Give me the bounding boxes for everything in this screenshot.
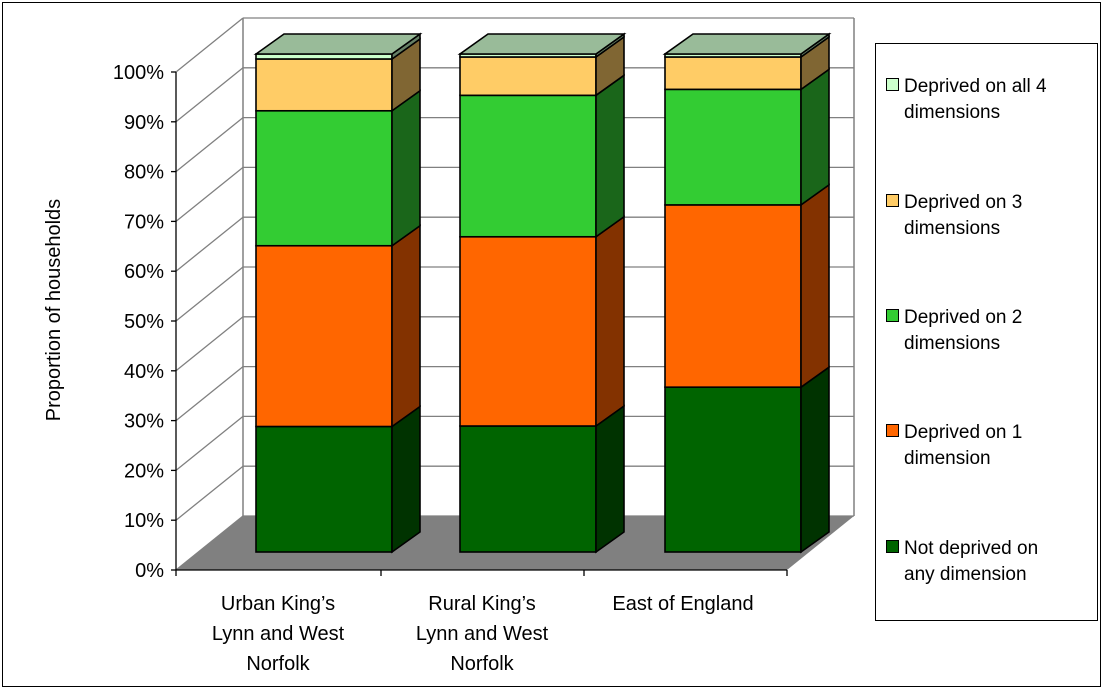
x-tick-label-1-line-1: Lynn and West: [416, 623, 549, 645]
bar-1-top: [457, 33, 627, 55]
y-tick-label-4: 40%: [124, 361, 164, 383]
grid-diag-8: [175, 117, 244, 173]
legend-label-4: Deprived on all 4 dimensions: [904, 74, 1099, 126]
legend-label-3: Deprived on 3 dimensions: [904, 190, 1099, 242]
y-tick-label-8: 80%: [124, 162, 164, 184]
bar-0-side-1: [391, 224, 421, 429]
bar-0-side-2: [391, 89, 421, 248]
y-tick-label-1: 10%: [124, 510, 164, 532]
legend-swatch-1: [886, 424, 899, 437]
y-tick-label-7: 70%: [124, 211, 164, 233]
grid-diag-2: [175, 415, 244, 471]
bar-0-segment-2: [255, 109, 393, 247]
y-tick-label-9: 90%: [124, 112, 164, 134]
bar-0-segment-0: [255, 425, 393, 553]
grid-diag-5: [175, 266, 244, 322]
bar-1-side-0: [595, 404, 625, 554]
legend-label-4-line-1: dimensions: [904, 102, 1001, 123]
bar-0-side-0: [391, 404, 421, 554]
legend-swatch-4: [886, 78, 899, 91]
x-tick-label-2-line-0: East of England: [612, 593, 753, 615]
x-tick-label-0-line-0: Urban King’s: [221, 593, 335, 615]
legend-label-0-line-1: any dimension: [904, 564, 1027, 585]
grid-diag-1: [175, 465, 244, 521]
legend-label-1: Deprived on 1 dimension: [904, 420, 1099, 472]
bar-1-side-1: [595, 215, 625, 428]
legend-label-2: Deprived on 2 dimensions: [904, 305, 1099, 357]
x-tick-label-1-line-0: Rural King’s: [428, 593, 535, 615]
bar-1-side-2: [595, 73, 625, 239]
legend-swatch-2: [886, 309, 899, 322]
legend: Deprived on all 4 dimensions Deprived on 3…: [875, 43, 1098, 621]
grid-diag-6: [175, 216, 244, 272]
bar-0-segment-3: [255, 58, 393, 112]
bar-2-segment-0: [664, 386, 802, 553]
legend-label-2-line-0: Deprived on 2: [904, 307, 1023, 328]
y-tick-label-0: 0%: [135, 560, 164, 582]
legend-label-4-line-0: Deprived on all 4: [904, 76, 1047, 97]
legend-swatch-3: [886, 194, 899, 207]
legend-label-3-line-1: dimensions: [904, 218, 1001, 239]
y-axis-title: Proportion of households: [43, 199, 65, 421]
bar-1-segment-2: [459, 94, 597, 238]
y-tick-label-3: 30%: [124, 411, 164, 433]
legend-label-3-line-0: Deprived on 3: [904, 192, 1023, 213]
bar-2-top: [662, 33, 832, 55]
y-tick-label-10: 100%: [113, 62, 164, 84]
bar-2-side-2: [800, 67, 830, 207]
bar-2-segment-3: [664, 56, 802, 91]
bar-1-segment-0: [459, 425, 597, 553]
bar-1-segment-1: [459, 235, 597, 427]
bar-0-top: [253, 33, 423, 55]
x-tick-label-0-line-2: Norfolk: [246, 653, 310, 675]
y-tick-label-6: 60%: [124, 261, 164, 283]
grid-diag-7: [175, 166, 244, 222]
bar-2-segment-2: [664, 88, 802, 206]
bar-2-side-0: [800, 365, 830, 554]
legend-swatch-0: [886, 540, 899, 553]
legend-label-0: Not deprived on any dimension: [904, 536, 1099, 588]
grid-diag-9: [175, 67, 244, 123]
grid-diag-4: [175, 316, 244, 372]
grid-diag-10: [175, 17, 244, 73]
legend-label-2-line-1: dimensions: [904, 333, 1001, 354]
y-tick-label-5: 50%: [124, 311, 164, 333]
legend-label-1-line-1: dimension: [904, 448, 991, 469]
legend-label-0-line-0: Not deprived on: [904, 538, 1039, 559]
bar-2-segment-1: [664, 204, 802, 388]
bar-1-segment-3: [459, 56, 597, 97]
x-tick-label-0-line-1: Lynn and West: [212, 623, 345, 645]
x-tick-label-1-line-2: Norfolk: [450, 653, 514, 675]
y-tick-label-2: 20%: [124, 460, 164, 482]
bar-2-side-1: [800, 183, 830, 389]
bar-0-segment-1: [255, 244, 393, 428]
grid-diag-3: [175, 366, 244, 422]
legend-label-1-line-0: Deprived on 1: [904, 422, 1023, 443]
